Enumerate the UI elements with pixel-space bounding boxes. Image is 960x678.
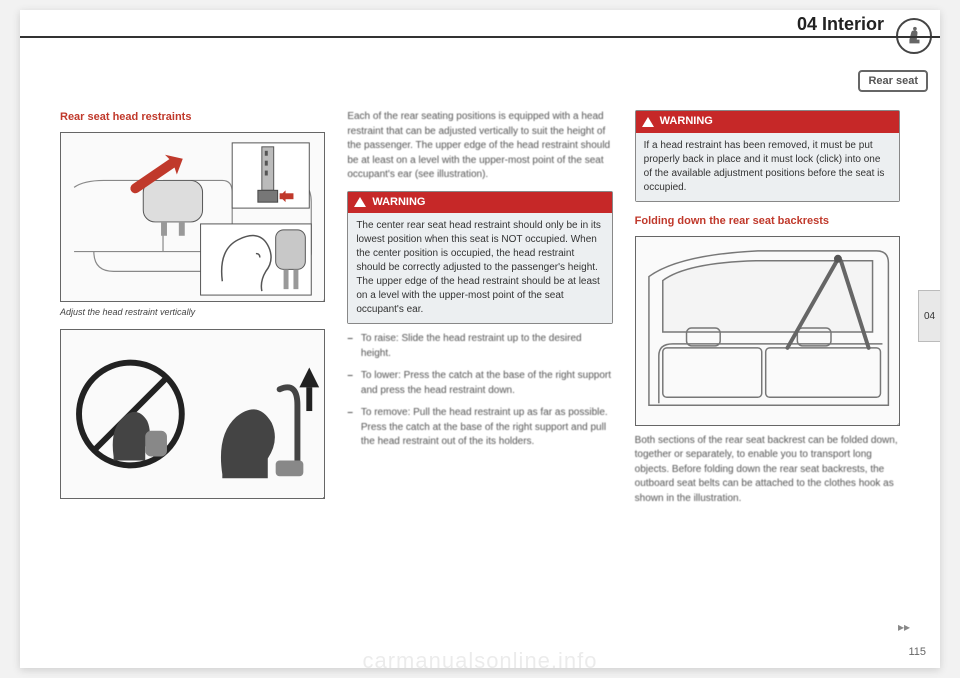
- col2-intro: Each of the rear seating positions is eq…: [347, 110, 612, 183]
- column-1: Rear seat head restraints: [60, 110, 325, 628]
- continue-icon: ▸▸: [898, 620, 910, 634]
- watermark: carmanualsonline.info: [362, 648, 597, 674]
- page-number: 115: [908, 646, 926, 658]
- col1-heading: Rear seat head restraints: [60, 110, 325, 126]
- column-3: WARNING If a head restraint has been rem…: [635, 110, 900, 628]
- manual-page: 04 Interior Rear seat Rear seat head res…: [20, 10, 940, 668]
- figure-caption: Adjust the head restraint vertically: [60, 306, 325, 319]
- figure-code-2: G0041174: [322, 496, 325, 499]
- headrest-correct-figure: G0041174: [60, 329, 325, 499]
- warning-triangle-icon: [354, 197, 366, 207]
- col2-bullets: To raise: Slide the head restraint up to…: [347, 332, 612, 450]
- header-rule: [20, 36, 940, 38]
- warning-body-2: If a head restraint has been removed, it…: [636, 133, 899, 201]
- fold-backrest-figure: G020780: [635, 236, 900, 426]
- chapter-tab: 04: [918, 290, 940, 342]
- bullet-remove: To remove: Pull the head restraint up as…: [361, 406, 613, 450]
- warning-header-2: WARNING: [636, 111, 899, 133]
- warning-body: The center rear seat head restraint shou…: [348, 213, 611, 323]
- warning-triangle-icon: [642, 117, 654, 127]
- warning-label-2: WARNING: [660, 114, 713, 130]
- headrest-adjust-figure: G020765: [60, 132, 325, 302]
- col3-heading: Folding down the rear seat backrests: [635, 214, 900, 230]
- col3-body: Both sections of the rear seat backrest …: [635, 434, 900, 507]
- warning-label: WARNING: [372, 195, 425, 211]
- bullet-lower: To lower: Press the catch at the base of…: [361, 369, 613, 398]
- bullet-raise: To raise: Slide the head restraint up to…: [361, 332, 613, 361]
- figure-code: G020765: [322, 299, 325, 302]
- section-chip: Rear seat: [858, 70, 928, 92]
- figure-code-3: G020780: [897, 423, 900, 426]
- content-columns: Rear seat head restraints: [60, 110, 900, 628]
- chapter-title: 04 Interior: [797, 14, 884, 35]
- warning-header: WARNING: [348, 192, 611, 214]
- warning-box-center-seat: WARNING The center rear seat head restra…: [347, 191, 612, 325]
- column-2: Each of the rear seating positions is eq…: [347, 110, 612, 628]
- warning-box-removed: WARNING If a head restraint has been rem…: [635, 110, 900, 202]
